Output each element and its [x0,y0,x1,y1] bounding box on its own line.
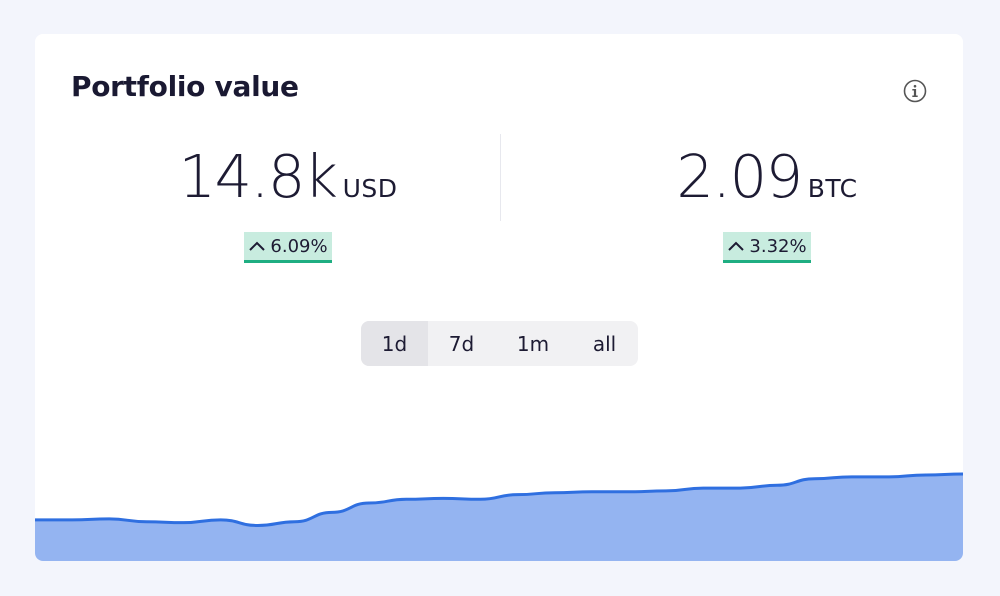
usd-value: 14.8k [178,142,339,211]
info-icon[interactable] [903,79,927,103]
usd-change-badge: 6.09% [244,232,332,263]
chevron-up-icon [727,240,745,252]
usd-stat: 14.8k USD 6.09% [108,142,468,263]
btc-value: 2.09 [676,142,803,211]
stat-divider [500,134,501,221]
range-all-button[interactable]: all [592,331,617,356]
card-title: Portfolio value [71,70,299,103]
btc-unit: BTC [807,174,858,203]
btc-stat: 2.09 BTC 3.32% [587,142,947,263]
time-range-selector: 1d 7d 1m all [361,321,638,366]
portfolio-card: Portfolio value 14.8k USD 6.09% 2.09 BTC [35,34,963,561]
btc-change-value: 3.32% [749,235,807,257]
chart-series-line [35,472,963,527]
portfolio-area-chart [35,472,963,561]
chart-area-fill [35,474,963,561]
btc-change-badge: 3.32% [723,232,811,263]
range-1d-button[interactable]: 1d [361,321,428,366]
usd-unit: USD [342,174,398,203]
range-7d-button[interactable]: 7d [448,331,475,356]
range-1m-button[interactable]: 1m [516,331,550,356]
usd-change-value: 6.09% [270,235,328,257]
chevron-up-icon [248,240,266,252]
